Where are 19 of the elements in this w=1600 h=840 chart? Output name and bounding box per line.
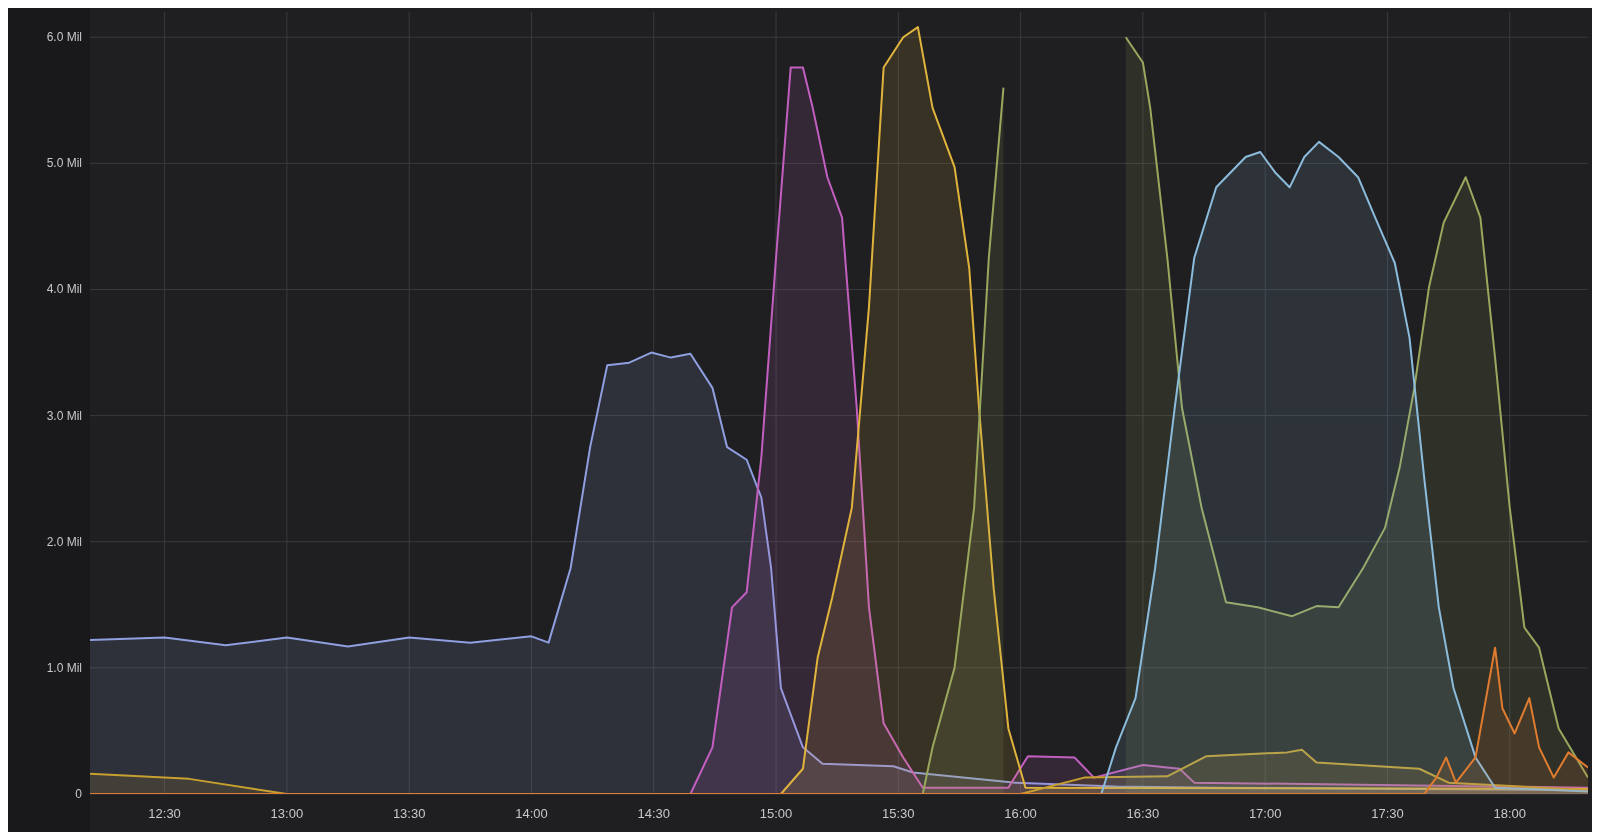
x-tick-label: 12:30	[148, 806, 181, 821]
x-tick-label: 15:00	[759, 806, 793, 821]
x-tick-label: 14:30	[637, 806, 671, 821]
y-tick-label: 1.0 Mil	[46, 660, 82, 675]
y-tick-label: 4.0 Mil	[46, 282, 82, 297]
x-tick-label: 15:30	[882, 806, 915, 821]
x-tick-label: 13:30	[392, 806, 426, 821]
x-tick-label: 13:00	[270, 806, 304, 821]
y-tick-label: 6.0 Mil	[46, 30, 82, 45]
y-tick-label: 5.0 Mil	[46, 156, 82, 171]
y-tick-label: 0	[75, 787, 83, 801]
x-tick-label: 14:00	[515, 806, 548, 821]
x-tick-label: 18:00	[1493, 806, 1527, 821]
x-tick-label: 17:00	[1248, 806, 1282, 821]
y-tick-label: 3.0 Mil	[46, 408, 82, 423]
x-tick-label: 17:30	[1371, 806, 1404, 821]
y-tick-label: 2.0 Mil	[46, 534, 82, 549]
x-tick-label: 16:00	[1004, 806, 1037, 821]
x-tick-label: 16:30	[1126, 806, 1160, 821]
